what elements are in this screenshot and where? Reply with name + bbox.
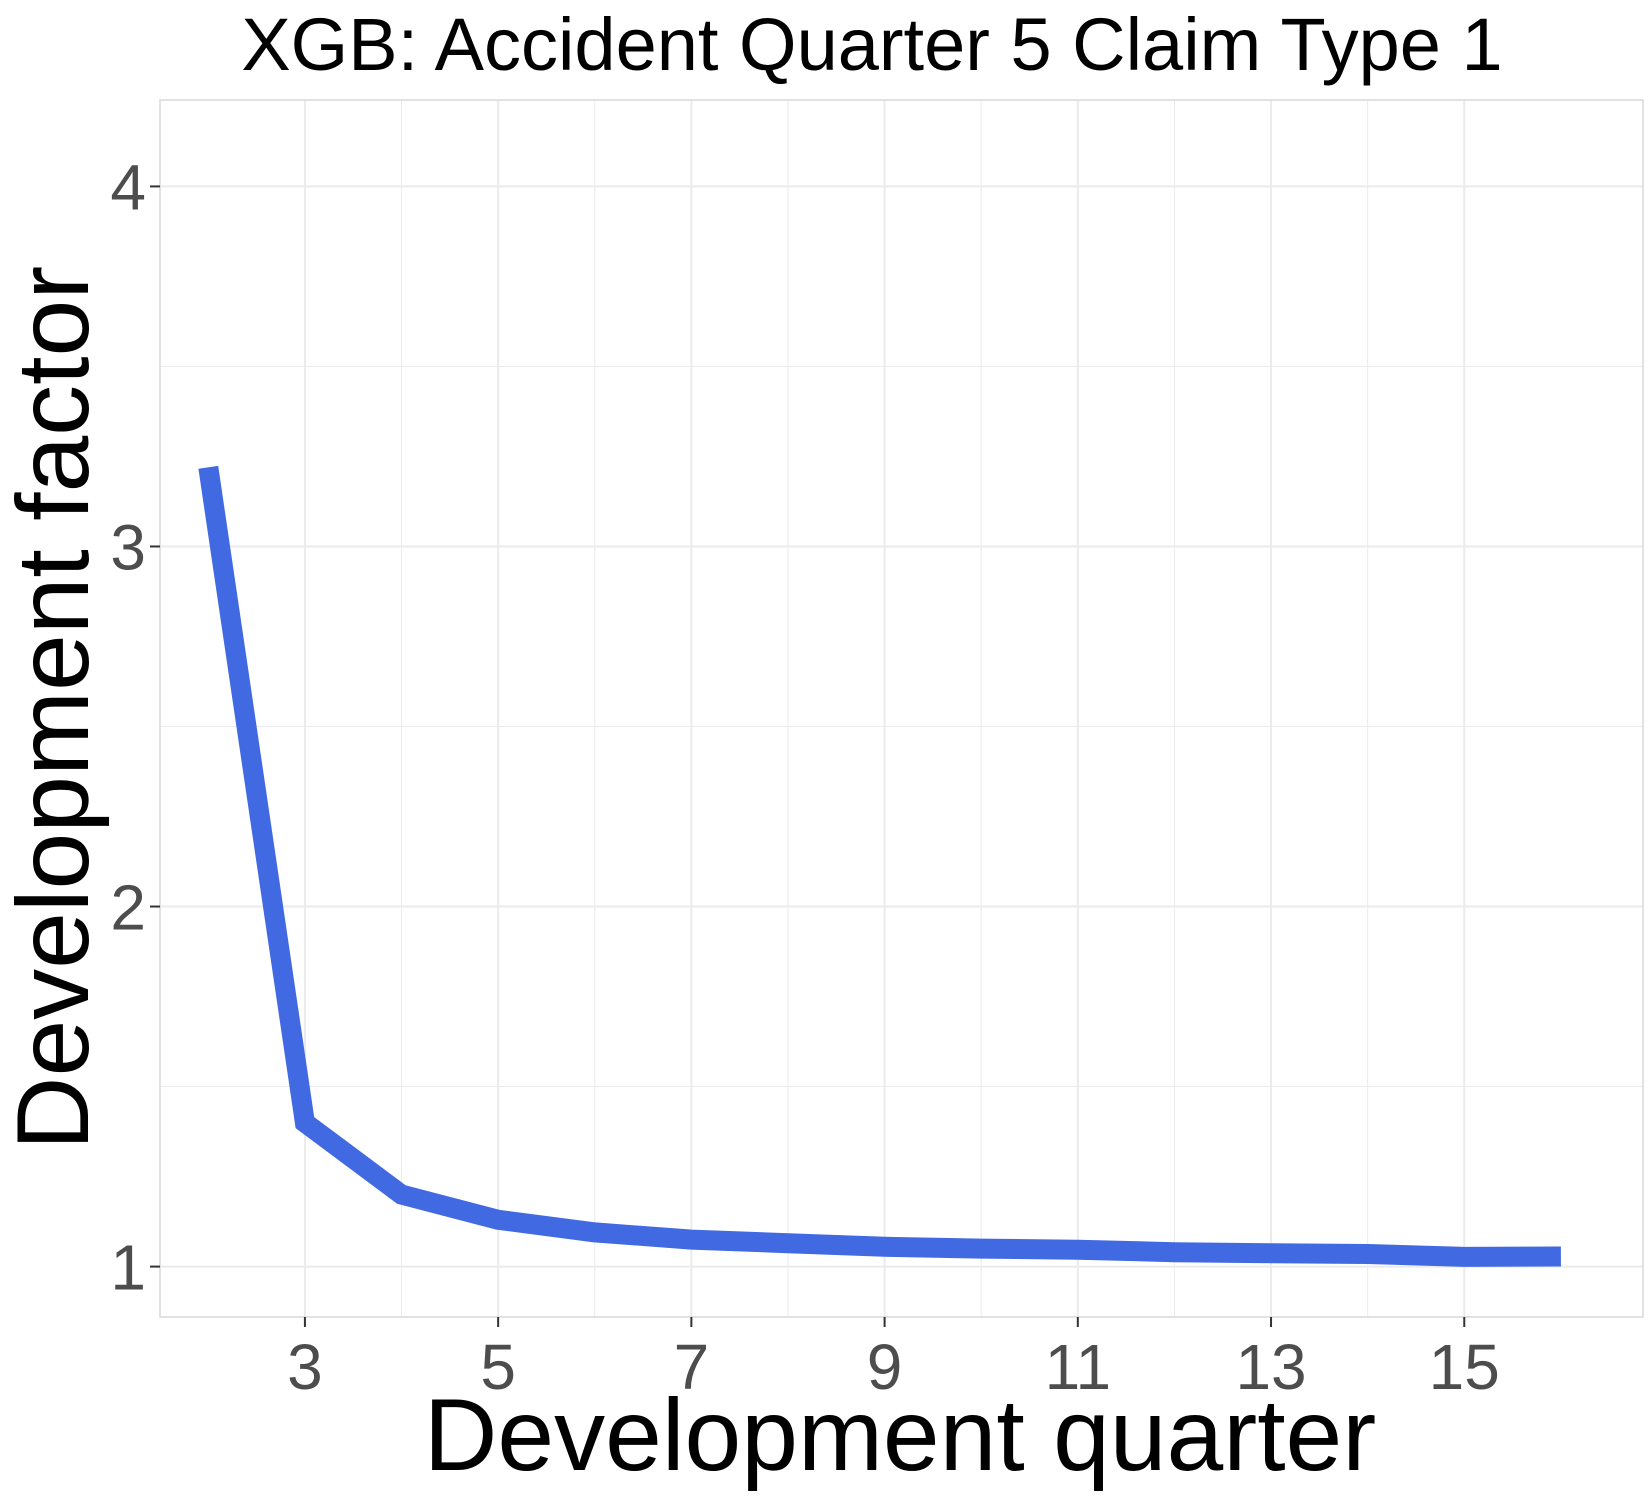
chart-title: XGB: Accident Quarter 5 Claim Type 1: [241, 3, 1502, 86]
y-axis-ticks: 1 2 3 4: [110, 151, 160, 1304]
series-layer: [198, 465, 1561, 1267]
series-line: [198, 465, 1561, 1267]
y-tick-label: 3: [110, 511, 146, 583]
grid: [160, 100, 1643, 1317]
y-tick-label: 1: [110, 1232, 146, 1304]
x-tick-label: 7: [674, 1331, 710, 1403]
y-axis-label: Development factor: [0, 266, 110, 1150]
x-tick-label: 9: [867, 1331, 903, 1403]
plot-panel-border: [159, 99, 1644, 1318]
x-tick-label: 15: [1429, 1331, 1500, 1403]
y-tick-label: 4: [110, 151, 146, 223]
x-tick-label: 11: [1045, 1331, 1111, 1403]
x-tick-label: 5: [480, 1331, 516, 1403]
y-tick-label: 2: [110, 872, 146, 944]
x-axis-ticks: 3 5 7 9 11 13 15: [287, 1317, 1500, 1403]
x-tick-label: 3: [287, 1331, 323, 1403]
x-axis-label: Development quarter: [424, 1378, 1377, 1492]
x-tick-label: 13: [1235, 1331, 1306, 1403]
